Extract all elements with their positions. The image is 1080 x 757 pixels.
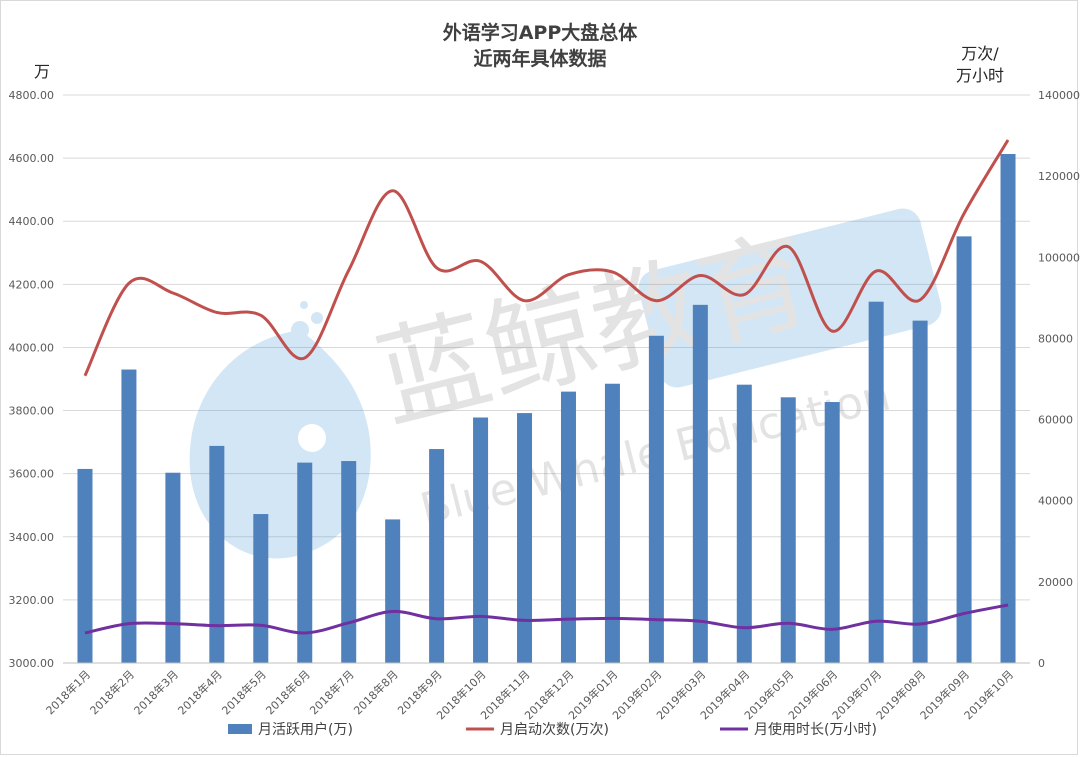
left-tick-label: 3800.00 [9, 405, 55, 418]
left-tick-label: 4200.00 [9, 278, 55, 291]
watermark-logo-drop-icon-2 [311, 312, 323, 324]
bar [736, 384, 752, 663]
watermark-logo-drop-icon-3 [300, 301, 308, 309]
x-tick-label: 2018年4月 [175, 667, 225, 717]
bar [209, 445, 225, 663]
x-tick-label: 2018年1月 [43, 667, 93, 717]
watermark-logo-drop-icon [291, 321, 309, 339]
bar [297, 462, 313, 663]
right-tick-label: 0 [1038, 657, 1045, 670]
right-tick-label: 40000 [1038, 495, 1073, 508]
left-tick-label: 3000.00 [9, 657, 55, 670]
bar [341, 461, 357, 663]
bar [121, 369, 137, 663]
right-axis-ticks: 0 20000 40000 60000 80000 100000 120000 140000 [1038, 89, 1080, 670]
legend: 月活跃用户(万) 月启动次数(万次) 月使用时长(万小时) [228, 721, 877, 738]
left-tick-label: 4600.00 [9, 152, 55, 165]
right-tick-label: 140000 [1038, 89, 1080, 102]
legend-label: 月活跃用户(万) [258, 721, 353, 738]
right-axis-unit: 万次/ 万小时 [950, 43, 1010, 87]
legend-label: 月启动次数(万次) [500, 722, 609, 738]
left-tick-label: 3600.00 [9, 468, 55, 481]
right-tick-label: 20000 [1038, 576, 1073, 589]
x-axis-ticks: 2018年1月2018年2月2018年3月2018年4月2018年5月2018年… [43, 667, 1016, 722]
bar [1000, 154, 1016, 663]
legend-label: 月使用时长(万小时) [754, 721, 877, 738]
series-line-1 [83, 139, 1010, 377]
legend-swatch-bar [228, 724, 252, 734]
left-axis-unit: 万 [34, 62, 51, 81]
x-tick-label: 2018年2月 [87, 667, 137, 717]
bar [868, 301, 884, 663]
right-tick-label: 80000 [1038, 332, 1073, 345]
bar [385, 519, 401, 663]
bar [560, 391, 576, 663]
right-axis-unit-line-1: 万次/ [961, 44, 999, 63]
right-tick-label: 100000 [1038, 251, 1080, 264]
bar [77, 468, 93, 663]
left-axis-ticks: 3000.00 3200.00 3400.00 3600.00 3800.00 4000.… [9, 89, 55, 670]
bar [824, 402, 840, 663]
bar [429, 449, 445, 663]
right-tick-label: 60000 [1038, 414, 1073, 427]
left-tick-label: 3200.00 [9, 594, 55, 607]
bar [253, 514, 269, 663]
right-tick-label: 120000 [1038, 170, 1080, 183]
right-axis-unit-line-2: 万小时 [955, 66, 1004, 85]
watermark-logo-eye-icon [298, 424, 326, 452]
bar [648, 335, 664, 663]
bar [912, 320, 928, 663]
bar [692, 304, 708, 663]
x-tick-label: 2018年3月 [131, 667, 181, 717]
left-tick-label: 3400.00 [9, 531, 55, 544]
x-tick-label: 2018年5月 [219, 667, 269, 717]
bar [473, 417, 489, 663]
watermark-badge [638, 208, 942, 388]
chart-title-line-1: 外语学习APP大盘总体 [442, 22, 638, 44]
bar [604, 383, 620, 663]
left-tick-label: 4800.00 [9, 89, 55, 102]
bar [165, 472, 181, 663]
bar [956, 236, 972, 663]
left-tick-label: 4000.00 [9, 341, 55, 354]
bar-series [77, 154, 1016, 663]
bar [517, 413, 533, 663]
x-tick-label: 2018年8月 [351, 667, 401, 717]
line-series [83, 139, 1010, 635]
bar [780, 397, 796, 663]
x-tick-label: 2018年7月 [307, 667, 357, 717]
watermark-logo-icon [189, 330, 371, 559]
left-tick-label: 4400.00 [9, 215, 55, 228]
x-tick-label: 2018年6月 [263, 667, 313, 717]
chart-title-line-2: 近两年具体数据 [473, 48, 607, 70]
series-line-2 [84, 603, 1009, 635]
